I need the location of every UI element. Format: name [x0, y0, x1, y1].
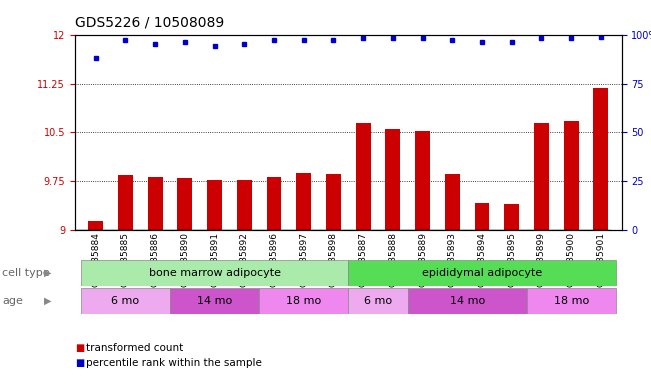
- Text: transformed count: transformed count: [86, 343, 183, 353]
- Bar: [326, 174, 341, 230]
- Bar: [505, 204, 519, 230]
- Text: 6 mo: 6 mo: [111, 296, 139, 306]
- Bar: [527, 288, 616, 314]
- Text: 18 mo: 18 mo: [286, 296, 322, 306]
- Bar: [355, 123, 370, 230]
- Text: bone marrow adipocyte: bone marrow adipocyte: [148, 268, 281, 278]
- Bar: [385, 129, 400, 230]
- Text: ▶: ▶: [44, 296, 51, 306]
- Bar: [81, 260, 348, 286]
- Text: 6 mo: 6 mo: [364, 296, 392, 306]
- Bar: [534, 123, 549, 230]
- Bar: [415, 131, 430, 230]
- Bar: [408, 288, 527, 314]
- Bar: [594, 88, 608, 230]
- Text: 18 mo: 18 mo: [553, 296, 589, 306]
- Text: epididymal adipocyte: epididymal adipocyte: [422, 268, 542, 278]
- Bar: [81, 288, 170, 314]
- Bar: [296, 173, 311, 230]
- Text: cell type: cell type: [2, 268, 49, 278]
- Bar: [177, 177, 192, 230]
- Bar: [348, 288, 408, 314]
- Text: ■: ■: [75, 358, 84, 368]
- Bar: [475, 203, 490, 230]
- Text: ▶: ▶: [44, 268, 51, 278]
- Text: age: age: [2, 296, 23, 306]
- Bar: [564, 121, 579, 230]
- Text: 14 mo: 14 mo: [450, 296, 485, 306]
- Bar: [237, 180, 252, 230]
- Bar: [148, 177, 163, 230]
- Text: percentile rank within the sample: percentile rank within the sample: [86, 358, 262, 368]
- Text: 14 mo: 14 mo: [197, 296, 232, 306]
- Bar: [89, 220, 103, 230]
- Bar: [266, 177, 281, 230]
- Bar: [348, 260, 616, 286]
- Text: ■: ■: [75, 343, 84, 353]
- Bar: [207, 180, 222, 230]
- Bar: [259, 288, 348, 314]
- Bar: [445, 174, 460, 230]
- Text: GDS5226 / 10508089: GDS5226 / 10508089: [75, 15, 224, 29]
- Bar: [118, 175, 133, 230]
- Bar: [170, 288, 259, 314]
